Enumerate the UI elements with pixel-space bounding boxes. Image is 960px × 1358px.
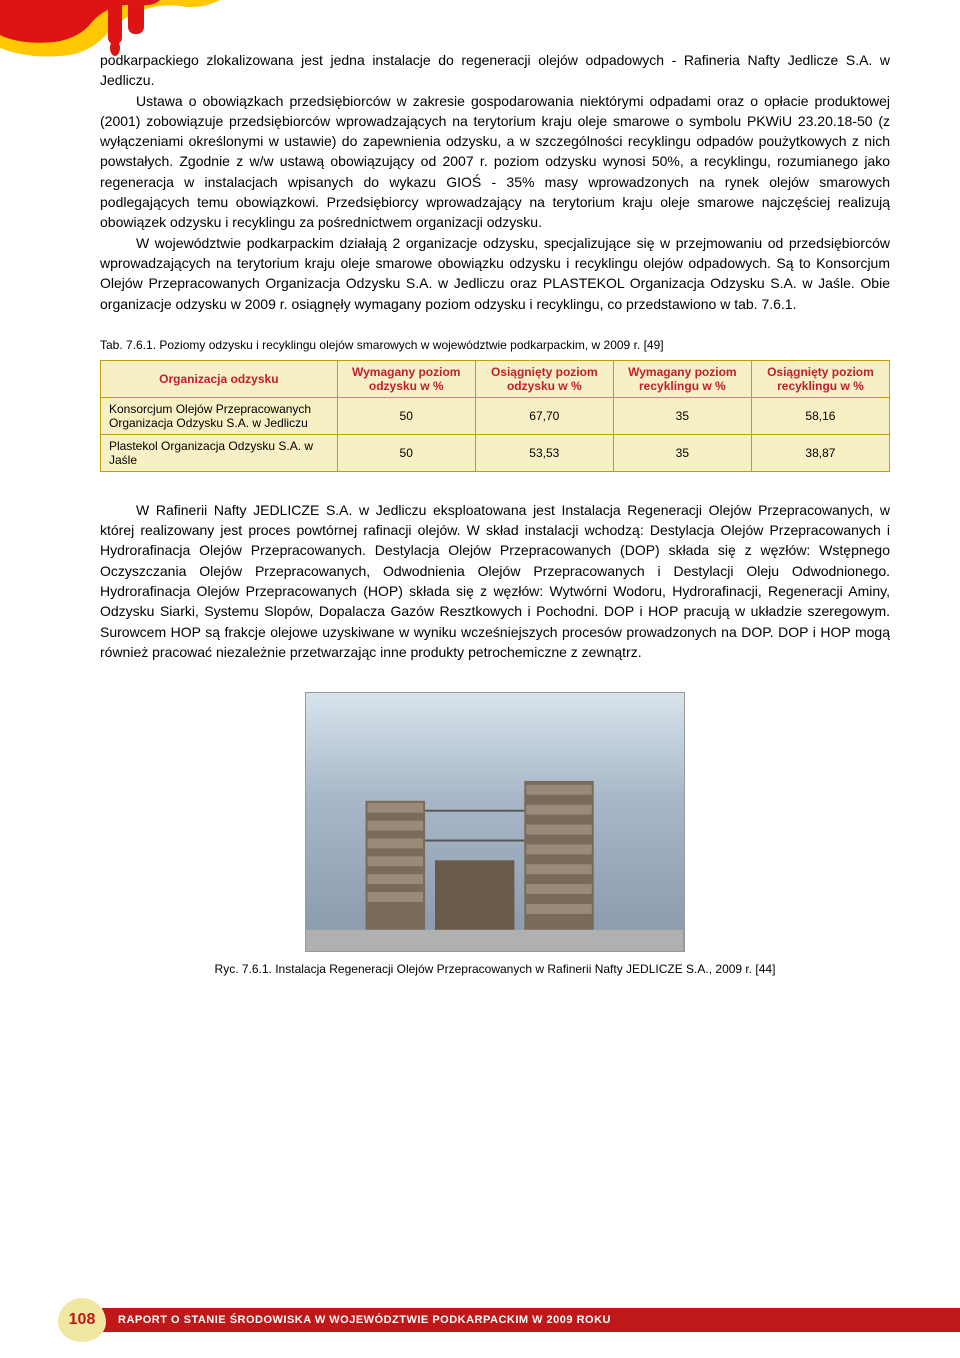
cell: 50 — [337, 397, 475, 434]
cell: 58,16 — [751, 397, 889, 434]
table-caption: Tab. 7.6.1. Poziomy odzysku i recyklingu… — [100, 338, 890, 352]
cell: 50 — [337, 434, 475, 471]
footer-text: RAPORT O STANIE ŚRODOWISKA W WOJEWÓDZTWI… — [102, 1314, 611, 1326]
page-number: 108 — [58, 1298, 106, 1342]
col-header: Organizacja odzysku — [101, 360, 338, 397]
refinery-photo — [305, 692, 685, 952]
cell: 38,87 — [751, 434, 889, 471]
cell: 35 — [613, 434, 751, 471]
corner-decoration — [0, 0, 220, 120]
col-header: Osiągnięty poziom recyklingu w % — [751, 360, 889, 397]
table-row: Plastekol Organizacja Odzysku S.A. w Jaś… — [101, 434, 890, 471]
footer-band: RAPORT O STANIE ŚRODOWISKA W WOJEWÓDZTWI… — [102, 1308, 960, 1332]
row-label: Plastekol Organizacja Odzysku S.A. w Jaś… — [101, 434, 338, 471]
body-text-2: W Rafinerii Nafty JEDLICZE S.A. w Jedlic… — [100, 500, 890, 662]
paragraph-3: W województwie podkarpackim działają 2 o… — [100, 233, 890, 314]
cell: 35 — [613, 397, 751, 434]
paragraph-4: W Rafinerii Nafty JEDLICZE S.A. w Jedlic… — [100, 500, 890, 662]
page-footer: RAPORT O STANIE ŚRODOWISKA W WOJEWÓDZTWI… — [0, 1302, 960, 1338]
table-header-row: Organizacja odzysku Wymagany poziom odzy… — [101, 360, 890, 397]
col-header: Wymagany poziom odzysku w % — [337, 360, 475, 397]
col-header: Wymagany poziom recyklingu w % — [613, 360, 751, 397]
col-header: Osiągnięty poziom odzysku w % — [475, 360, 613, 397]
figure-caption: Ryc. 7.6.1. Instalacja Regeneracji Olejó… — [100, 962, 890, 976]
cell: 67,70 — [475, 397, 613, 434]
row-label: Konsorcjum Olejów Przepracowanych Organi… — [101, 397, 338, 434]
cell: 53,53 — [475, 434, 613, 471]
levels-table: Organizacja odzysku Wymagany poziom odzy… — [100, 360, 890, 472]
table-row: Konsorcjum Olejów Przepracowanych Organi… — [101, 397, 890, 434]
